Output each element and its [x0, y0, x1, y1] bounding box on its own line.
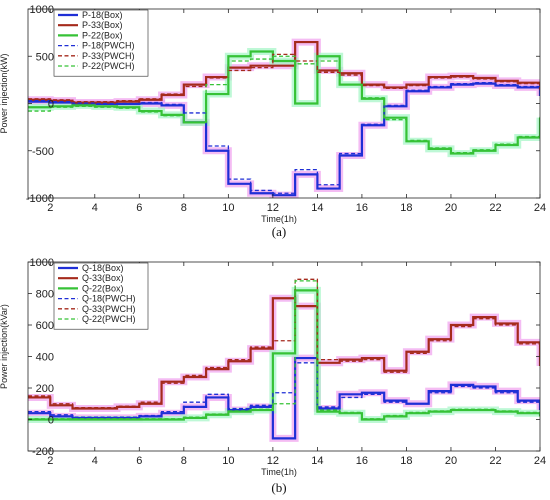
x-tick-label: 20: [445, 202, 457, 214]
x-tick-label: 12: [267, 455, 279, 467]
x-tick-label: 22: [489, 455, 501, 467]
legend-entry-2: Q-33(Box): [82, 273, 124, 283]
series-line-2: [28, 40, 540, 104]
x-tick-label: 6: [136, 202, 142, 214]
x-tick-label: 18: [400, 455, 412, 467]
y-tick-label: 0: [48, 99, 54, 111]
x-tick-label: 8: [181, 202, 187, 214]
y-axis-label: Power injection(kVar): [0, 304, 9, 389]
legend-entry-1: Q-18(Box): [82, 263, 124, 273]
legend-entry-2: P-33(Box): [82, 20, 123, 30]
series-group: [28, 278, 540, 442]
x-axis-label: Time(1h): [261, 467, 297, 477]
y-tick-label: 500: [36, 51, 54, 63]
series-dashed-6: [28, 55, 540, 154]
x-tick-label: 8: [181, 455, 187, 467]
x-tick-label: 4: [92, 202, 98, 214]
y-tick-label: 600: [36, 320, 54, 332]
x-tick-label: 6: [136, 455, 142, 467]
y-tick-label: 1000: [30, 4, 54, 16]
chart-panel-1: 2 4 6 8 10 12 14 16 18 20 22 24-1000-50005001000Tim…: [0, 4, 546, 239]
legend: Q-18(Box)Q-33(Box)Q-22(Box)Q-18(PWCH)Q-3…: [53, 262, 149, 330]
panel-label: (a): [272, 224, 286, 239]
y-tick-label: 1000: [30, 257, 54, 269]
chart-panel-2: 2 4 6 8 10 12 14 16 18 20 22 24-2000200400600800100…: [0, 257, 546, 495]
y-tick-label: -200: [32, 446, 54, 458]
x-tick-label: 20: [445, 455, 457, 467]
x-tick-label: 2: [47, 455, 53, 467]
x-tick-label: 16: [356, 202, 368, 214]
series-dashed-4: [28, 82, 540, 194]
legend-entry-4: P-18(PWCH): [82, 41, 135, 51]
legend-entry-1: P-18(Box): [82, 10, 123, 20]
series-group: [28, 38, 540, 198]
y-axis-label: Power injection(kW): [0, 53, 9, 133]
x-tick-label: 18: [400, 202, 412, 214]
y-tick-label: 0: [48, 415, 54, 427]
x-tick-label: 12: [267, 202, 279, 214]
legend-entry-3: P-22(Box): [82, 30, 123, 40]
x-tick-label: 14: [311, 202, 323, 214]
legend-entry-4: Q-18(PWCH): [82, 294, 136, 304]
series-dashed-4: [28, 362, 540, 418]
legend-entry-6: P-22(PWCH): [82, 61, 135, 71]
x-tick-label: 22: [489, 202, 501, 214]
series-dashed-5: [28, 278, 540, 409]
y-tick-label: 400: [36, 352, 54, 364]
x-tick-label: 10: [222, 202, 234, 214]
y-tick-label: -500: [32, 146, 54, 158]
legend: P-18(Box)P-33(Box)P-22(Box)P-18(PWCH)P-3…: [53, 9, 149, 77]
x-tick-label: 24: [534, 202, 546, 214]
legend-box: [53, 9, 149, 77]
panel-label: (b): [271, 480, 286, 495]
legend-entry-6: Q-22(PWCH): [82, 314, 136, 324]
x-tick-label: 16: [356, 455, 368, 467]
series-dashed-6: [28, 280, 540, 420]
legend-box: [53, 262, 149, 330]
y-tick-label: 800: [36, 289, 54, 301]
series-line-1: [28, 82, 540, 197]
x-axis-label: Time(1h): [261, 214, 297, 224]
x-tick-label: 14: [311, 455, 323, 467]
legend-entry-5: Q-33(PWCH): [82, 304, 136, 314]
legend-entry-3: Q-22(Box): [82, 283, 124, 293]
x-tick-label: 10: [222, 455, 234, 467]
series-dashed-5: [28, 53, 540, 103]
y-tick-label: -1000: [26, 193, 54, 205]
x-tick-label: 2: [47, 202, 53, 214]
y-tick-label: 200: [36, 383, 54, 395]
legend-entry-5: P-33(PWCH): [82, 51, 135, 61]
x-tick-label: 4: [92, 455, 98, 467]
x-tick-label: 24: [534, 455, 546, 467]
